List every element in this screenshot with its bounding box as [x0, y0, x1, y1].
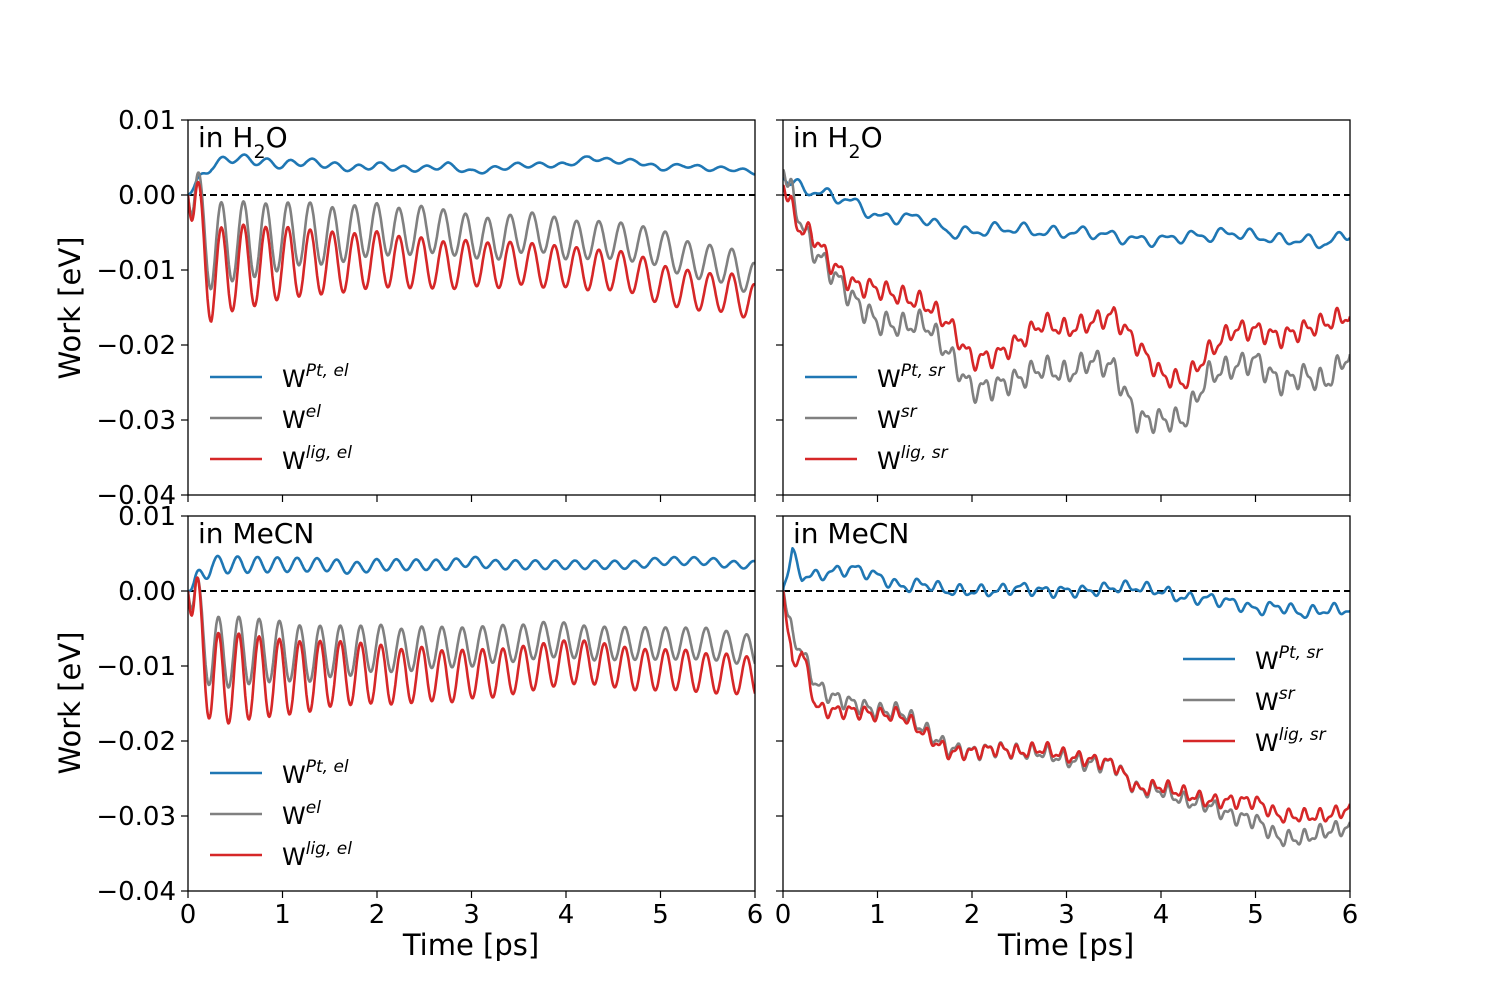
series-line-total — [188, 576, 755, 689]
x-tick-label: 2 — [964, 900, 981, 930]
legend-label: Wel — [282, 402, 321, 434]
ylabel-bottom: Work [eV] — [53, 632, 87, 775]
legend-label: WPt, el — [282, 361, 349, 393]
panel-title: in MeCN — [793, 517, 909, 550]
series-line-lig — [188, 180, 755, 323]
series-line-pt — [783, 546, 1350, 620]
y-tick-label: 0.01 — [118, 502, 176, 532]
y-tick-label: −0.01 — [96, 652, 176, 682]
y-tick-label: 0.01 — [118, 106, 176, 136]
panel-3: 0.01 0.00 −0.01 −0.02 −0.03 −0.040 1 2 3 4 5 6 in Me… — [96, 502, 763, 930]
legend-label: Wlig, el — [282, 839, 352, 871]
x-tick-label: 5 — [652, 900, 669, 930]
legend-label: Wsr — [1255, 684, 1296, 716]
legend-label: WPt, sr — [877, 361, 945, 393]
legend: WPt, sr Wsr Wlig, sr — [805, 361, 949, 475]
series-line-lig — [188, 576, 755, 725]
panel-4: 0 1 2 3 4 5 6 in MeCN WPt, sr Wsr Wlig, sr — [775, 515, 1359, 930]
y-tick-label: −0.02 — [96, 727, 176, 757]
x-tick-label: 2 — [369, 900, 386, 930]
series-line-pt — [188, 554, 755, 593]
x-tick-label: 3 — [463, 900, 480, 930]
series-line-pt — [783, 177, 1350, 250]
xlabel-right: Time [ps] — [997, 928, 1134, 962]
panel-title: in MeCN — [198, 517, 314, 550]
legend-label: Wsr — [877, 402, 918, 434]
x-tick-label: 1 — [869, 900, 886, 930]
y-tick-label: −0.03 — [96, 406, 176, 436]
x-tick-label: 4 — [558, 900, 575, 930]
legend: WPt, sr Wsr Wlig, sr — [1183, 643, 1327, 757]
panel-title: in H2O — [198, 121, 288, 163]
legend-label: WPt, sr — [1255, 643, 1323, 675]
y-tick-label: −0.04 — [96, 481, 176, 511]
xlabel-left: Time [ps] — [402, 928, 539, 962]
y-tick-label: −0.02 — [96, 331, 176, 361]
panel-2: in H2O WPt, sr Wsr Wlig, sr — [776, 119, 1351, 502]
y-tick-label: 0.00 — [118, 181, 176, 211]
x-tick-label: 0 — [180, 900, 197, 930]
series-line-lig — [783, 590, 1350, 824]
series-line-lig — [783, 184, 1350, 390]
legend: WPt, el Wel Wlig, el — [210, 361, 352, 475]
y-tick-label: −0.03 — [96, 802, 176, 832]
x-tick-label: 3 — [1058, 900, 1075, 930]
legend: WPt, el Wel Wlig, el — [210, 757, 352, 871]
panel-title: in H2O — [793, 121, 883, 163]
panel-1: 0.01 0.00 −0.01 −0.02 −0.03 −0.04 in H2O WPt, e… — [96, 106, 756, 511]
legend-label: WPt, el — [282, 757, 349, 789]
y-tick-label: 0.00 — [118, 577, 176, 607]
ylabel-top: Work [eV] — [53, 237, 87, 380]
legend-label: Wlig, el — [282, 443, 352, 475]
x-tick-label: 0 — [775, 900, 792, 930]
series-line-total — [188, 171, 755, 293]
x-tick-label: 1 — [274, 900, 291, 930]
plot-frame — [187, 119, 756, 496]
legend-label: Wlig, sr — [877, 443, 949, 475]
series-line-pt — [188, 153, 755, 197]
x-tick-label: 6 — [747, 900, 764, 930]
x-tick-label: 5 — [1247, 900, 1264, 930]
x-tick-label: 6 — [1342, 900, 1359, 930]
x-tick-label: 4 — [1153, 900, 1170, 930]
y-tick-label: −0.04 — [96, 877, 176, 907]
legend-label: Wel — [282, 798, 321, 830]
legend-label: Wlig, sr — [1255, 725, 1327, 757]
y-tick-label: −0.01 — [96, 256, 176, 286]
series-line-total — [783, 169, 1350, 435]
